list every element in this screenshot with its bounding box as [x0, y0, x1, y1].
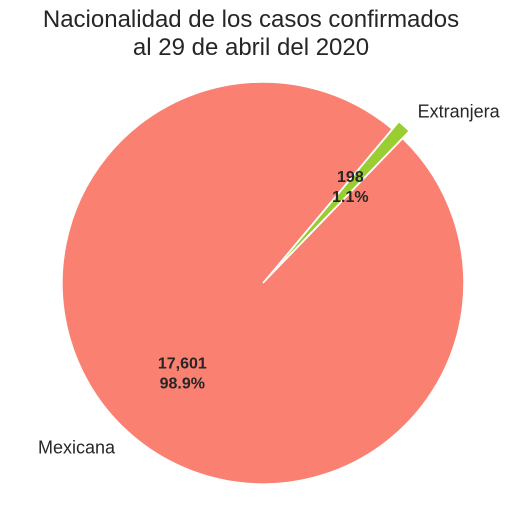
chart-title: Nacionalidad de los casos confirmados al…: [0, 6, 502, 62]
chart-title-line-1: Nacionalidad de los casos confirmados: [42, 6, 460, 33]
chart-title-line-2: al 29 de abril del 2020: [132, 34, 370, 61]
data-label-extranjera: 198 1.1%: [332, 169, 368, 206]
slice-label-extranjera: Extranjera: [418, 101, 501, 121]
data-label-mexicana: 17,601 98.9%: [158, 356, 207, 393]
pie-slice-extranjera: [269, 120, 411, 277]
pie-slice-mexicana: [61, 81, 465, 485]
slice-label-mexicana: Mexicana: [38, 437, 116, 457]
